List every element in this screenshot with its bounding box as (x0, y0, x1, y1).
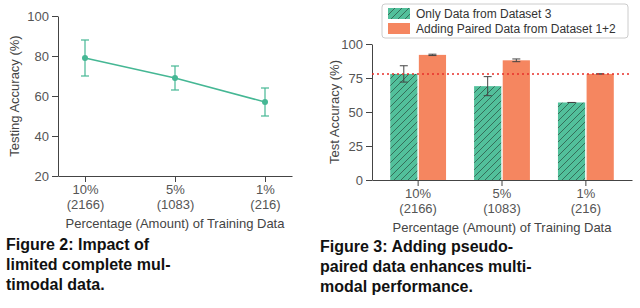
chart-1: 0 25 50 75 100 10%(2166) 5%(1083) 1%(216) Percen… (320, 4, 633, 295)
error-bar (484, 77, 492, 96)
error-bar (171, 66, 179, 90)
legend-item: Adding Paired Data from Dataset 1+2 (388, 22, 616, 36)
y-tick: 25 (349, 139, 372, 154)
plot-area (81, 40, 269, 116)
error-bar (81, 40, 89, 76)
y-tick: 50 (349, 105, 372, 120)
y-tick-mark (52, 176, 58, 177)
y-tick-label: 60 (35, 89, 49, 104)
x-tick-mark (418, 180, 419, 186)
caption: Figure 3: Adding pseudo-paired data enha… (320, 238, 532, 295)
y-tick: 100 (27, 9, 58, 24)
y-tick-mark (366, 112, 372, 113)
x-tick-label: 10%(2166) (399, 186, 437, 215)
x-tick: 10%(2166) (67, 176, 105, 212)
x-axis: 10%(2166) 5%(1083) 1%(216) (59, 176, 293, 212)
x-tick: 1%(216) (571, 180, 601, 216)
point (82, 55, 88, 61)
y-tick-label: 75 (349, 71, 363, 86)
caption: Figure 2: Impact oflimited complete mul-… (6, 236, 170, 293)
legend-frame (382, 4, 628, 38)
y-axis: 0 25 50 75 100 (341, 37, 372, 188)
error-bar (512, 59, 520, 62)
y-axis-label: Testing Accuracy (%) (7, 35, 22, 156)
x-tick-label: 5%(1083) (483, 186, 521, 215)
y-tick-label: 100 (341, 37, 363, 52)
x-tick: 10%(2166) (399, 180, 437, 216)
bar (390, 74, 417, 180)
legend-label: Adding Paired Data from Dataset 1+2 (416, 22, 616, 36)
y-tick-label: 0 (356, 173, 363, 188)
line (85, 58, 265, 102)
legend-item: Only Data from Dataset 3 (388, 7, 552, 21)
y-tick-mark (366, 78, 372, 79)
point (262, 99, 268, 105)
x-tick-label: 5%(1083) (157, 182, 195, 211)
bar (558, 102, 585, 180)
y-tick-mark (366, 180, 372, 181)
y-axis-line (58, 17, 59, 177)
bar (587, 74, 614, 180)
error-bar (261, 88, 269, 116)
x-axis: 10%(2166) 5%(1083) 1%(216) (373, 180, 633, 216)
x-tick-label: 1%(216) (250, 182, 280, 211)
x-axis-label: Percentage (Amount) of Training Data (393, 220, 613, 235)
x-tick-label: 10%(2166) (67, 182, 105, 211)
x-axis-label: Percentage (Amount) of Training Data (66, 216, 286, 231)
y-tick-mark (366, 146, 372, 147)
bar (474, 86, 501, 180)
y-tick-label: 50 (349, 105, 363, 120)
y-tick-label: 80 (35, 49, 49, 64)
y-tick-label: 20 (35, 169, 49, 184)
error-bar (428, 54, 436, 55)
y-tick-mark (52, 96, 58, 97)
legend-swatch (388, 23, 410, 34)
error-bar (568, 102, 576, 103)
y-tick: 100 (341, 37, 372, 52)
y-tick-mark (366, 44, 372, 45)
y-tick: 20 (35, 169, 58, 184)
y-tick-mark (52, 56, 58, 57)
y-tick: 80 (35, 49, 58, 64)
y-tick: 60 (35, 89, 58, 104)
y-axis-label: Test Accuracy (%) (327, 60, 342, 164)
x-tick-label: 1%(216) (571, 186, 601, 215)
y-tick-label: 25 (349, 139, 363, 154)
y-axis: 20 40 60 80 100 (27, 9, 58, 184)
bar (503, 60, 530, 180)
y-axis-line (372, 45, 373, 181)
legend-label: Only Data from Dataset 3 (416, 7, 552, 21)
y-tick: 0 (356, 173, 372, 188)
y-tick-label: 40 (35, 129, 49, 144)
x-tick-mark (85, 176, 86, 182)
y-tick-label: 100 (27, 9, 49, 24)
x-tick: 5%(1083) (157, 176, 195, 212)
legend-swatch (388, 8, 410, 19)
legend: Only Data from Dataset 3Adding Paired Da… (382, 4, 628, 38)
y-tick-mark (52, 136, 58, 137)
y-tick: 75 (349, 71, 372, 86)
plot-area (372, 54, 632, 180)
x-tick: 5%(1083) (483, 180, 521, 216)
x-tick-mark (502, 180, 503, 186)
point (172, 75, 178, 81)
x-tick-mark (265, 176, 266, 182)
y-tick-mark (52, 16, 58, 17)
x-tick: 1%(216) (250, 176, 280, 212)
x-tick-mark (585, 180, 586, 186)
chart-0: 20 40 60 80 100 10%(2166) 5%(1083) 1%(216) Perce… (6, 9, 293, 293)
x-tick-mark (175, 176, 176, 182)
reference-line (372, 73, 632, 75)
y-tick: 40 (35, 129, 58, 144)
